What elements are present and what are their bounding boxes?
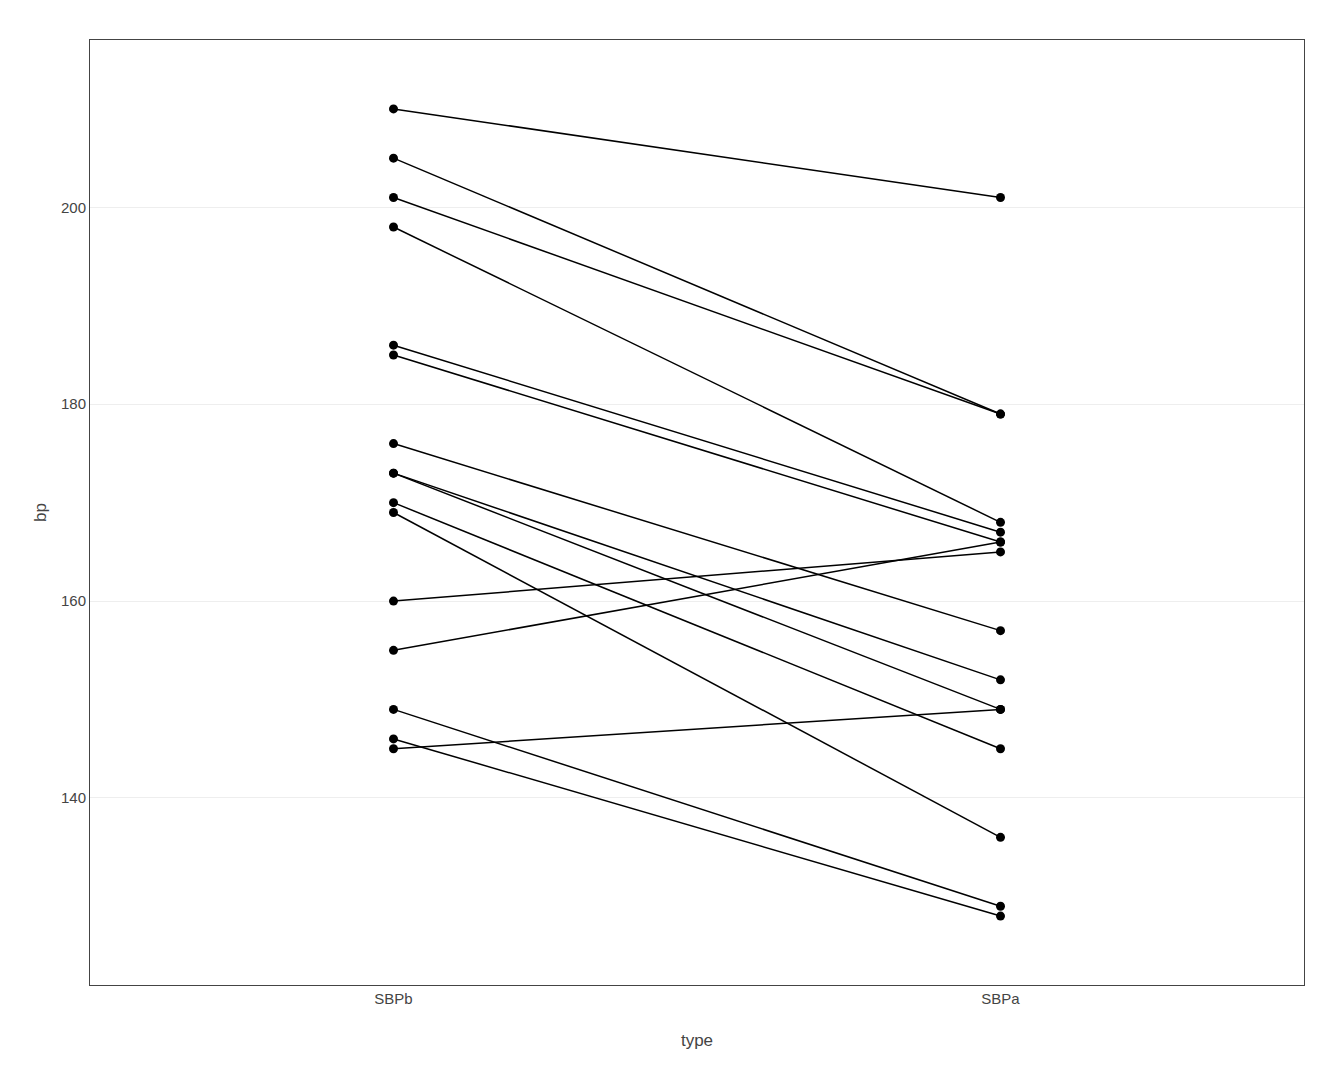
svg-text:SBPa: SBPa [981, 990, 1020, 1007]
svg-text:200: 200 [61, 199, 86, 216]
svg-text:SBPb: SBPb [374, 990, 412, 1007]
svg-text:bp: bp [31, 503, 50, 522]
svg-text:160: 160 [61, 592, 86, 609]
svg-text:type: type [681, 1031, 713, 1050]
svg-text:180: 180 [61, 395, 86, 412]
svg-text:140: 140 [61, 789, 86, 806]
